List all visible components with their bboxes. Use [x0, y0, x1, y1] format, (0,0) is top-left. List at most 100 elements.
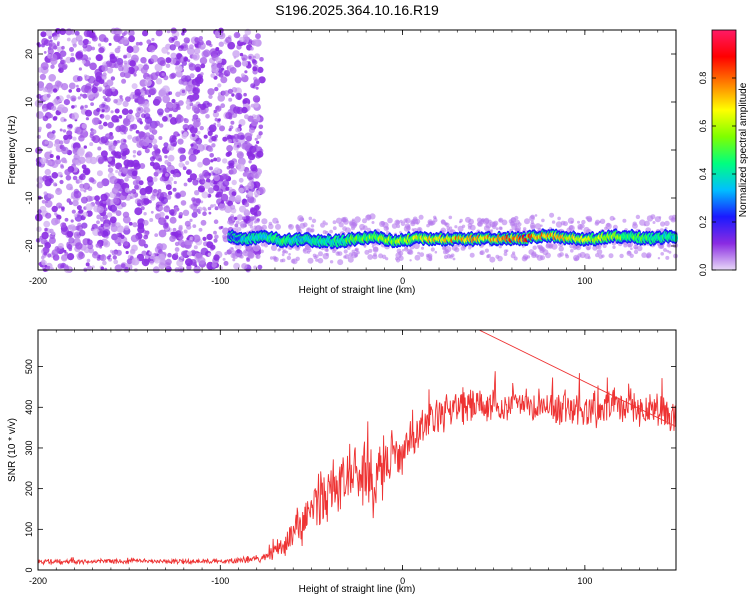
spectrogram-cell	[250, 103, 255, 108]
spectrogram-cell	[199, 125, 204, 131]
spectrogram-cell	[165, 173, 169, 177]
spectrogram-cell	[378, 253, 384, 259]
spectrogram-cell	[137, 150, 142, 155]
spectrogram-cell	[64, 169, 71, 176]
spectrogram-cell	[225, 186, 230, 191]
spectrogram-cell	[583, 226, 590, 234]
spectrogram-cell	[145, 132, 151, 138]
spectrogram-cell	[558, 246, 564, 252]
spectrogram-cell	[135, 41, 140, 46]
spectrogram-cell	[151, 150, 158, 157]
spectrogram-cell	[196, 130, 201, 135]
spectrogram-cell	[37, 67, 44, 73]
spectrogram-cell	[238, 187, 245, 193]
spectrogram-cell	[98, 47, 105, 54]
spectrogram-cell	[142, 219, 149, 226]
snr-x-tick-label: -200	[29, 576, 47, 586]
spectrogram-cell	[403, 225, 410, 232]
spectrogram-cell	[69, 47, 74, 52]
spectrogram-cell	[145, 122, 152, 128]
spectrogram-cell	[195, 252, 202, 259]
spectrogram-cell	[76, 87, 81, 93]
spectrogram-cell	[222, 158, 228, 164]
spectrogram-cell	[158, 229, 167, 238]
spectrogram-cell	[57, 104, 66, 113]
spectrogram-cell	[44, 151, 52, 160]
spectrogram-cell	[128, 35, 136, 43]
spectrogram-cell	[253, 265, 257, 270]
spectrogram-cell	[86, 75, 90, 80]
spectrogram-cell	[461, 224, 466, 228]
spectrogram-cell	[215, 57, 223, 64]
spectrogram-cell	[56, 202, 63, 209]
spectrogram-cell	[45, 212, 52, 219]
spectrogram-cell	[250, 83, 256, 89]
spectrogram-cell	[150, 195, 156, 201]
spectrogram-cell	[252, 55, 256, 59]
spectrogram-cell	[161, 165, 165, 169]
spectrogram-cell	[81, 222, 88, 229]
spectrogram-cell	[208, 211, 212, 215]
spectrogram-cell	[202, 236, 207, 241]
spectrogram-cell	[189, 44, 194, 50]
spectrogram-cell	[200, 219, 207, 226]
spectrogram-cell	[290, 258, 296, 264]
spectrogram-cell	[101, 74, 107, 80]
spectrogram-cell	[198, 39, 204, 46]
spectrogram-cell	[186, 250, 192, 256]
spectrogram-cell	[41, 199, 46, 204]
spectrogram-cell	[231, 179, 237, 186]
spectrogram-cell	[195, 76, 204, 85]
spectrogram-cell	[87, 41, 91, 45]
spectrogram-cell	[178, 162, 185, 168]
spectrogram-cell	[194, 48, 201, 55]
spectrogram-cell	[75, 34, 83, 42]
spectrogram-x-tick-label: 0	[400, 276, 405, 286]
spectrogram-cell	[234, 76, 242, 84]
spectrogram-cell	[164, 159, 169, 165]
spectrogram-cell	[170, 139, 178, 147]
spectrogram-cell	[213, 109, 217, 114]
spectrogram-cell	[72, 136, 77, 141]
spectrogram-cell	[61, 83, 69, 91]
spectrogram-cell	[115, 249, 122, 256]
spectrogram-cell	[72, 175, 78, 181]
spectrogram-cell	[322, 230, 327, 235]
spectrogram-cell	[142, 30, 149, 37]
spectrogram-cell	[281, 253, 285, 257]
spectrogram-cell	[107, 157, 112, 162]
spectrogram-cell	[229, 220, 234, 226]
spectrogram-cell	[70, 52, 75, 57]
spectrogram-cell	[306, 227, 312, 234]
spectrogram-cell	[295, 256, 300, 261]
spectrogram-cell	[70, 219, 74, 223]
spectrogram-cell	[231, 191, 237, 197]
spectrogram-cell	[202, 157, 211, 166]
spectrogram-cell	[540, 255, 545, 261]
spectrogram-cell	[41, 255, 45, 260]
spectrogram-cell	[183, 37, 190, 44]
spectrogram-cell	[54, 218, 61, 225]
snr-y-tick-label: 400	[24, 400, 34, 415]
spectrogram-cell	[109, 53, 116, 60]
spectrogram-cell	[256, 255, 259, 259]
spectrogram-cell	[255, 86, 259, 90]
spectrogram-cell	[131, 244, 138, 252]
spectrogram-cell	[235, 32, 241, 38]
spectrogram-cell	[243, 92, 247, 97]
spectrogram-cell	[242, 34, 248, 40]
spectrogram-cell	[668, 250, 672, 254]
spectrogram-cell	[144, 116, 153, 124]
spectrogram-cell	[81, 84, 89, 93]
spectrogram-cell	[213, 219, 219, 224]
spectrogram-cell	[202, 211, 207, 216]
spectrogram-cell	[98, 124, 104, 130]
spectrogram-cell	[64, 217, 69, 222]
spectrogram-cell	[253, 190, 261, 197]
spectrogram-cell	[65, 175, 72, 181]
colorbar-gradient	[711, 29, 737, 271]
spectrogram-cell	[189, 218, 193, 222]
spectrogram-cell	[100, 193, 108, 202]
spectrogram-cell	[172, 104, 177, 109]
spectrogram-cell	[186, 104, 192, 110]
